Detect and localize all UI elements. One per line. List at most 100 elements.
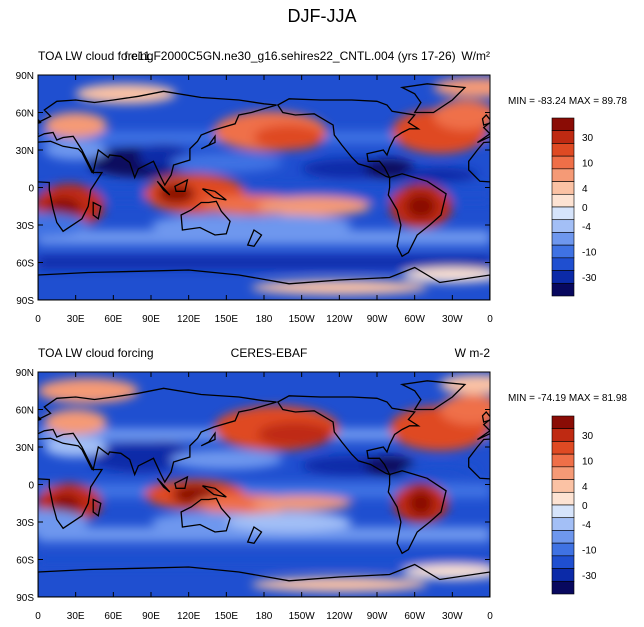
colorbar-box xyxy=(551,181,575,195)
coastline xyxy=(202,188,227,201)
coastline xyxy=(399,380,467,411)
contour-field xyxy=(38,372,490,597)
coastline xyxy=(180,200,231,236)
coastlines xyxy=(38,380,640,597)
panel-left-title: TOA LW cloud forcing xyxy=(38,346,154,360)
x-tick-label: 90W xyxy=(367,314,388,325)
coastline xyxy=(246,229,263,248)
x-tick-label: 150E xyxy=(215,314,239,325)
field-blob xyxy=(257,196,371,217)
x-tick-label: 60E xyxy=(104,314,122,325)
y-tick-label: 90S xyxy=(16,296,34,307)
colorbar-box xyxy=(551,530,575,544)
x-tick-label: 0 xyxy=(35,314,41,325)
colorbar-box xyxy=(551,168,575,182)
colorbar-box xyxy=(551,206,575,221)
field-blob xyxy=(38,212,89,238)
field-blob xyxy=(226,215,352,235)
colorbar-box xyxy=(551,155,575,170)
panel-units: W m-2 xyxy=(455,346,491,360)
coastline xyxy=(156,477,171,493)
x-tick-label: 120E xyxy=(177,611,201,622)
x-tick-label: 120E xyxy=(177,314,201,325)
x-tick-label: 150W xyxy=(289,314,316,325)
colorbar-box xyxy=(551,257,575,271)
y-tick-label: 30N xyxy=(16,443,34,454)
field-blob xyxy=(408,490,434,516)
coastline xyxy=(545,500,553,516)
colorbar-box xyxy=(551,441,575,455)
colorbar-box xyxy=(551,232,575,246)
coastline xyxy=(276,395,421,476)
colorbar-label: -30 xyxy=(582,571,597,582)
coastline xyxy=(246,526,263,545)
x-tick-label: 30E xyxy=(67,611,85,622)
coastline xyxy=(633,201,644,235)
coastline xyxy=(38,387,277,484)
colorbar-label: 30 xyxy=(582,133,594,144)
y-tick-label: 0 xyxy=(28,184,34,195)
min-max-label: MIN = -83.24 MAX = 89.78 xyxy=(508,96,627,107)
colorbar-label: -10 xyxy=(582,248,597,259)
colorbar-box xyxy=(551,491,575,506)
coastline xyxy=(627,477,640,488)
figure-title: DJF-JJA xyxy=(288,6,357,26)
coastline xyxy=(387,470,447,555)
y-tick-label: 90S xyxy=(16,593,34,604)
colorbar-box xyxy=(551,270,575,284)
field-blob xyxy=(44,112,108,138)
colorbar-label: 0 xyxy=(582,203,588,214)
colorbar-label: 4 xyxy=(582,184,588,195)
colorbar-box xyxy=(551,282,575,297)
field-blob xyxy=(75,83,177,104)
coastline xyxy=(92,498,102,517)
coastline xyxy=(202,485,227,498)
panel-units: W/m² xyxy=(461,49,490,63)
y-tick-label: 60S xyxy=(16,259,34,270)
colorbar-box xyxy=(551,568,575,582)
field-blob xyxy=(38,509,89,535)
colorbar: 30 10 4 0 -4 -10 -30 xyxy=(551,117,597,297)
field-blob xyxy=(169,449,283,470)
field-band xyxy=(38,256,490,269)
coastline xyxy=(38,563,490,597)
colorbar-box xyxy=(551,428,575,442)
colorbar-label: 0 xyxy=(582,501,588,512)
min-max-label: MIN = -74.19 MAX = 81.98 xyxy=(508,393,627,404)
colorbar-box xyxy=(551,117,575,132)
field-blob xyxy=(433,100,490,130)
colorbar-box xyxy=(551,542,575,557)
field-blob xyxy=(402,464,478,480)
x-tick-label: 30E xyxy=(67,314,85,325)
x-tick-label: 150W xyxy=(289,611,316,622)
coastline xyxy=(545,203,553,219)
field-blob xyxy=(251,495,352,511)
x-tick-label: 90E xyxy=(142,611,160,622)
colorbar-label: -4 xyxy=(582,520,591,531)
coastline xyxy=(174,475,189,489)
field-blob xyxy=(433,77,490,98)
panel-center-title: f.e11.F2000C5GN.ne30_g16.sehires22_CNTL.… xyxy=(124,49,455,63)
colorbar-label: 10 xyxy=(582,457,594,468)
coastlines xyxy=(38,83,644,300)
coastline xyxy=(200,134,216,150)
coastline xyxy=(38,140,104,233)
coastline xyxy=(156,180,171,196)
x-tick-label: 0 xyxy=(487,314,493,325)
colorbar-label: 4 xyxy=(582,482,588,493)
x-tick-label: 180 xyxy=(256,611,273,622)
x-tick-label: 120W xyxy=(326,314,353,325)
contour-field xyxy=(38,75,490,300)
x-tick-label: 90E xyxy=(142,314,160,325)
coastline xyxy=(38,266,490,300)
coastline xyxy=(276,98,421,179)
y-tick-label: 60N xyxy=(16,406,34,417)
field-blob xyxy=(226,512,352,532)
coastline xyxy=(38,437,104,530)
colorbar-box xyxy=(551,244,575,259)
colorbar-box xyxy=(551,193,575,208)
x-tick-label: 150E xyxy=(215,611,239,622)
x-tick-label: 120W xyxy=(326,611,353,622)
